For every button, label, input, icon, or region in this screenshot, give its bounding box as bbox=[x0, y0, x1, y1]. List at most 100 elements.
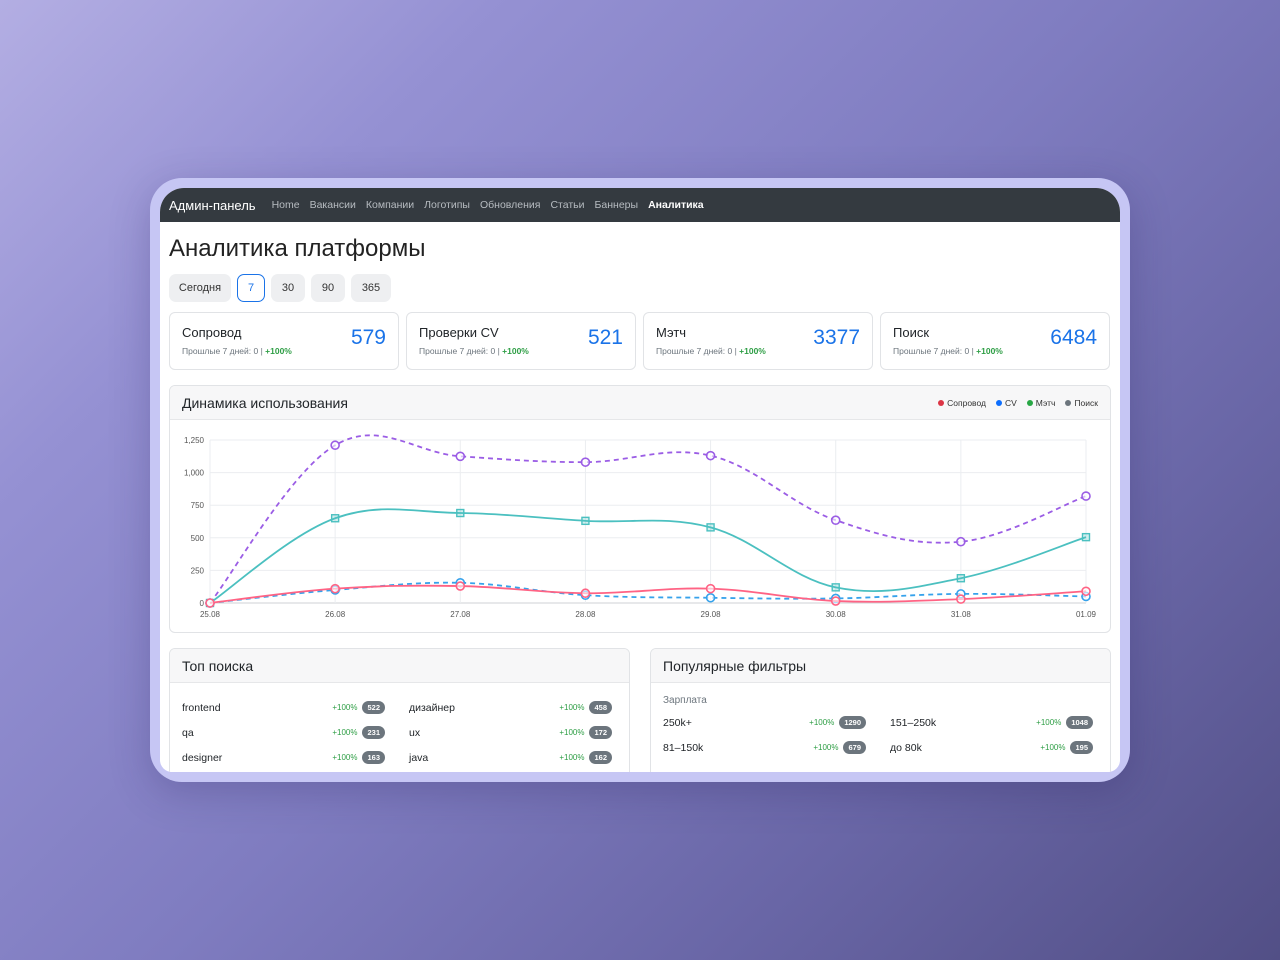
data-point bbox=[956, 574, 966, 583]
list-item[interactable]: frontend +100% 522 bbox=[182, 695, 385, 720]
period-button-90[interactable]: 90 bbox=[311, 274, 345, 302]
count-badge: 679 bbox=[843, 741, 866, 754]
navbar: Админ-панель Home Вакансии Компании Лого… bbox=[160, 188, 1120, 222]
count-badge: 1048 bbox=[1066, 716, 1093, 729]
list-item[interactable]: qa +100% 231 bbox=[182, 720, 385, 745]
period-button-7[interactable]: 7 bbox=[237, 274, 265, 302]
nav-link-analytics[interactable]: Аналитика bbox=[648, 199, 704, 211]
legend-item-search[interactable]: Поиск bbox=[1065, 398, 1098, 408]
top-search-header: Топ поиска bbox=[170, 649, 629, 683]
data-point bbox=[580, 457, 591, 467]
device-frame: Админ-панель Home Вакансии Компании Лого… bbox=[150, 178, 1130, 782]
nav-link-home[interactable]: Home bbox=[271, 199, 300, 211]
period-button-30[interactable]: 30 bbox=[271, 274, 305, 302]
navbar-brand[interactable]: Админ-панель bbox=[169, 197, 256, 213]
item-delta: +100% bbox=[332, 703, 358, 712]
page-title: Аналитика платформы bbox=[169, 235, 426, 262]
nav-link-logos[interactable]: Логотипы bbox=[424, 199, 470, 211]
kpi-value: 579 bbox=[350, 326, 386, 349]
data-point bbox=[956, 594, 966, 604]
usage-card-header: Динамика использования Сопровод CV Мэтч … bbox=[170, 386, 1110, 420]
item-stats: +100% 458 bbox=[559, 701, 612, 714]
item-delta: +100% bbox=[809, 718, 835, 727]
legend-item-match[interactable]: Мэтч bbox=[1026, 397, 1056, 408]
list-item[interactable]: 151–250k +100% 1048 bbox=[890, 710, 1093, 735]
x-tick-label: 28.08 bbox=[575, 610, 596, 619]
nav-link-updates[interactable]: Обновления bbox=[479, 199, 541, 211]
list-item[interactable]: до 80k +100% 195 bbox=[890, 735, 1093, 760]
chart-legend: Сопровод CV Мэтч Поиск bbox=[928, 398, 1098, 408]
data-point bbox=[580, 588, 591, 599]
item-delta: +100% bbox=[559, 753, 585, 762]
kpi-title: Сопровод bbox=[182, 325, 242, 340]
nav-link-vacancies[interactable]: Вакансии bbox=[309, 199, 356, 211]
data-point bbox=[705, 583, 716, 594]
legend-item-cv[interactable]: CV bbox=[995, 398, 1017, 408]
series-line bbox=[209, 434, 1087, 604]
legend-item-soprovod[interactable]: Сопровод bbox=[938, 398, 986, 408]
data-point bbox=[830, 596, 841, 606]
list-item[interactable]: java +100% 162 bbox=[409, 745, 612, 770]
kpi-value: 521 bbox=[587, 326, 623, 349]
data-point bbox=[830, 515, 841, 525]
nav-link-articles[interactable]: Статьи bbox=[550, 199, 585, 211]
kpi-delta: +100% bbox=[265, 346, 292, 356]
kpi-card-soprovod: Сопровод Прошлые 7 дней: 0 | +100% 579 bbox=[169, 312, 399, 370]
item-stats: +100% 172 bbox=[559, 726, 612, 739]
y-tick-label: 500 bbox=[191, 534, 205, 543]
data-point bbox=[456, 508, 465, 518]
legend-dot bbox=[938, 399, 945, 406]
top-search-card: Топ поиска frontend +100% 522 дизайнер +100… bbox=[169, 648, 630, 772]
search-term: qa bbox=[182, 726, 194, 739]
data-point bbox=[330, 440, 340, 451]
count-badge: 195 bbox=[1070, 741, 1093, 754]
item-stats: +100% 231 bbox=[332, 726, 385, 739]
x-tick-label: 31.08 bbox=[951, 610, 972, 619]
period-button-today[interactable]: Сегодня bbox=[169, 274, 231, 302]
data-point bbox=[831, 583, 840, 592]
series-line bbox=[209, 584, 1087, 604]
count-badge: 522 bbox=[362, 701, 385, 714]
x-tick-label: 25.08 bbox=[200, 610, 221, 619]
period-button-365[interactable]: 365 bbox=[351, 274, 391, 302]
kpi-subtitle: Прошлые 7 дней: 0 | +100% bbox=[656, 346, 860, 356]
popular-filters-title: Популярные фильтры bbox=[663, 657, 807, 674]
nav-link-companies[interactable]: Компании bbox=[365, 199, 415, 211]
x-tick-label: 30.08 bbox=[826, 610, 847, 619]
list-item[interactable]: designer +100% 163 bbox=[182, 745, 385, 770]
kpi-previous: Прошлые 7 дней: 0 | bbox=[182, 346, 263, 356]
list-item[interactable]: дизайнер +100% 458 bbox=[409, 695, 612, 720]
usage-dynamics-card: Динамика использования Сопровод CV Мэтч … bbox=[169, 385, 1111, 633]
x-tick-label: 29.08 bbox=[701, 610, 722, 619]
x-tick-label: 01.09 bbox=[1076, 610, 1097, 619]
kpi-card-match: Мэтч Прошлые 7 дней: 0 | +100% 3377 bbox=[643, 312, 873, 370]
y-tick-label: 1,250 bbox=[184, 436, 205, 445]
data-point bbox=[1081, 532, 1091, 542]
kpi-subtitle: Прошлые 7 дней: 0 | +100% bbox=[893, 346, 1097, 356]
data-point bbox=[330, 583, 340, 594]
item-delta: +100% bbox=[559, 728, 585, 737]
kpi-value: 3377 bbox=[813, 326, 860, 349]
list-item[interactable]: 250k+ +100% 1290 bbox=[663, 710, 866, 735]
legend-label: Мэтч bbox=[1035, 397, 1056, 408]
x-tick-label: 26.08 bbox=[325, 610, 346, 619]
kpi-card-cv-checks: Проверки CV Прошлые 7 дней: 0 | +100% 52… bbox=[406, 312, 636, 370]
kpi-previous: Прошлые 7 дней: 0 | bbox=[656, 346, 737, 356]
legend-label: Поиск bbox=[1074, 397, 1098, 408]
count-badge: 231 bbox=[362, 726, 385, 739]
list-item[interactable]: ux +100% 172 bbox=[409, 720, 612, 745]
item-stats: +100% 522 bbox=[332, 701, 385, 714]
top-search-list: frontend +100% 522 дизайнер +100% 458 qa +100… bbox=[170, 683, 629, 770]
item-stats: +100% 195 bbox=[1040, 741, 1093, 754]
list-item[interactable]: 81–150k +100% 679 bbox=[663, 735, 866, 760]
data-point bbox=[455, 451, 466, 462]
top-search-title: Топ поиска bbox=[182, 657, 254, 674]
count-badge: 172 bbox=[589, 726, 612, 739]
count-badge: 1290 bbox=[839, 716, 866, 729]
kpi-previous: Прошлые 7 дней: 0 | bbox=[419, 346, 500, 356]
item-delta: +100% bbox=[1036, 718, 1062, 727]
item-delta: +100% bbox=[813, 743, 839, 752]
nav-link-banners[interactable]: Баннеры bbox=[594, 199, 639, 211]
usage-line-chart: 0 250 500 750 1,000 1,250 25.08 26.08 27.08 28.08… bbox=[184, 434, 1097, 619]
item-stats: +100% 1048 bbox=[1036, 716, 1093, 729]
